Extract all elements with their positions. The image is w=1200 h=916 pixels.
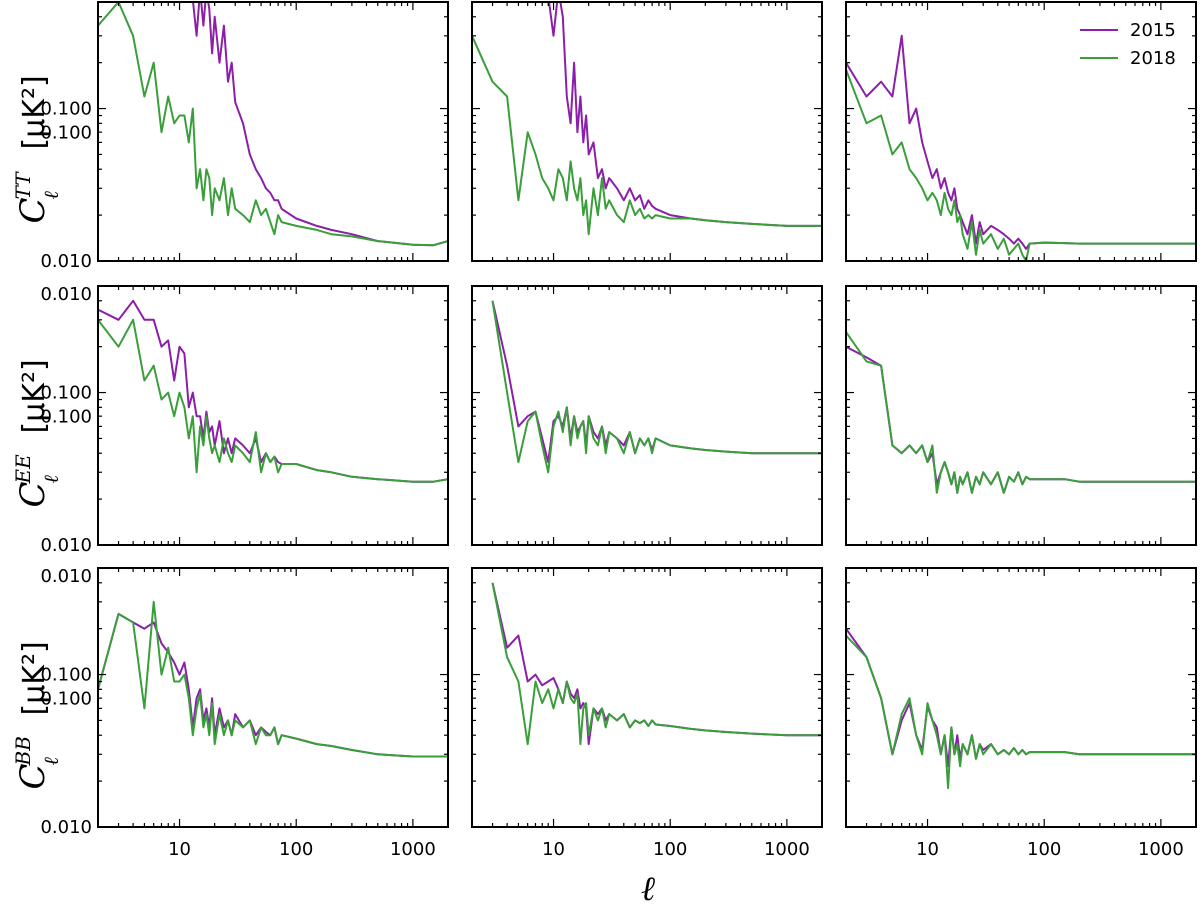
y-axis-label-tt: CTT ℓ [μK²] [11,75,63,223]
series-line-2015 [548,2,822,227]
series-line-2015 [192,2,448,247]
axes-frame [471,285,823,546]
y-label-superscript: TT [11,171,35,200]
series-line-2018 [472,35,822,236]
series-line-2015 [846,345,1196,494]
series-line-2015 [846,628,1196,768]
x-tick-label: 10 [916,839,939,860]
series-line-2018 [846,69,1196,261]
panel-tt-2 [845,1,1197,262]
panel-bb-2: 10 100 1000 [845,567,1197,860]
y-label-main: C [13,197,53,223]
x-tick-label: 1000 [764,839,810,860]
y-label-unit: [μK²] [17,359,52,433]
series-line-2015 [491,582,822,746]
series-line-2018 [846,634,1196,790]
panel-ee-0: 0.010 0.100 0.010 0.100 [40,284,449,556]
y-label-unit: [μK²] [17,75,52,149]
legend-label-2018: 2018 [1130,48,1176,69]
y-tick-label: 0.010 [40,535,92,556]
y-label-subscript: ℓ [39,757,63,766]
y-tick-label: 0.010 [40,817,92,838]
panel-tt-1 [471,1,823,262]
series-group [491,582,822,746]
y-tick-label: 0.100 [40,665,92,686]
axes-frame [845,285,1197,546]
y-tick-label: 0.100 [40,123,92,144]
panel-ee-1 [471,285,823,546]
series-group [846,628,1196,790]
series-group [98,2,448,247]
y-tick-label: 0.100 [40,99,92,120]
y-tick-label: 0.100 [40,407,92,428]
x-tick-label: 1000 [390,839,436,860]
series-group [98,600,448,758]
axes-frame [471,1,823,262]
y-label-superscript: EE [11,454,35,485]
axes-frame [845,1,1197,262]
series-group [846,331,1196,494]
x-tick-label: 1000 [1138,839,1184,860]
y-label-subscript: ℓ [39,191,63,200]
y-label-subscript: ℓ [39,475,63,484]
y-tick-label: 0.010 [40,566,92,587]
x-tick-label: 100 [279,839,313,860]
y-tick-label: 0.100 [40,383,92,404]
x-tick-label: 10 [542,839,565,860]
legend: 2015 2018 [1080,20,1176,69]
y-label-superscript: BB [11,736,35,766]
series-line-2018 [98,318,448,483]
x-axis-label: ℓ [641,869,655,909]
series-line-2015 [491,300,822,464]
series-line-2018 [98,600,448,758]
series-line-2018 [846,331,1196,494]
axes-frame [97,285,449,546]
series-group [472,2,822,236]
x-tick-label: 10 [168,839,191,860]
legend-label-2015: 2015 [1130,20,1176,41]
series-line-2018 [491,582,822,746]
series-line-2015 [98,299,448,483]
x-tick-label: 100 [653,839,687,860]
series-group [491,300,822,474]
series-line-2018 [491,300,822,474]
axes-frame [97,1,449,262]
y-axis-label-bb: CBB ℓ [μK²] [11,641,63,789]
series-group [846,34,1196,261]
labels-layer: CTT ℓ[μK²]CEE ℓ[μK²]CBB ℓ[μK²] [11,75,63,789]
y-tick-label: 0.100 [40,689,92,710]
y-label-main: C [13,763,53,789]
panel-bb-1: 10 100 1000 [471,567,823,860]
y-tick-label: 0.010 [40,251,92,272]
axes-frame [845,567,1197,828]
y-axis-label-ee: CEE ℓ [μK²] [11,359,63,507]
y-tick-label: 0.010 [40,284,92,305]
x-tick-label: 100 [1027,839,1061,860]
panel-bb-0: 10 100 1000 0.010 0.100 0.010 0.100 [40,566,449,860]
panel-ee-2 [845,285,1197,546]
series-group [98,299,448,483]
y-label-unit: [μK²] [17,641,52,715]
series-line-2018 [98,2,448,247]
axes-frame [471,567,823,828]
axes-frame [97,567,449,828]
y-label-main: C [13,481,53,507]
panel-tt-0: 0.100 0.010 0.100 [40,1,449,272]
